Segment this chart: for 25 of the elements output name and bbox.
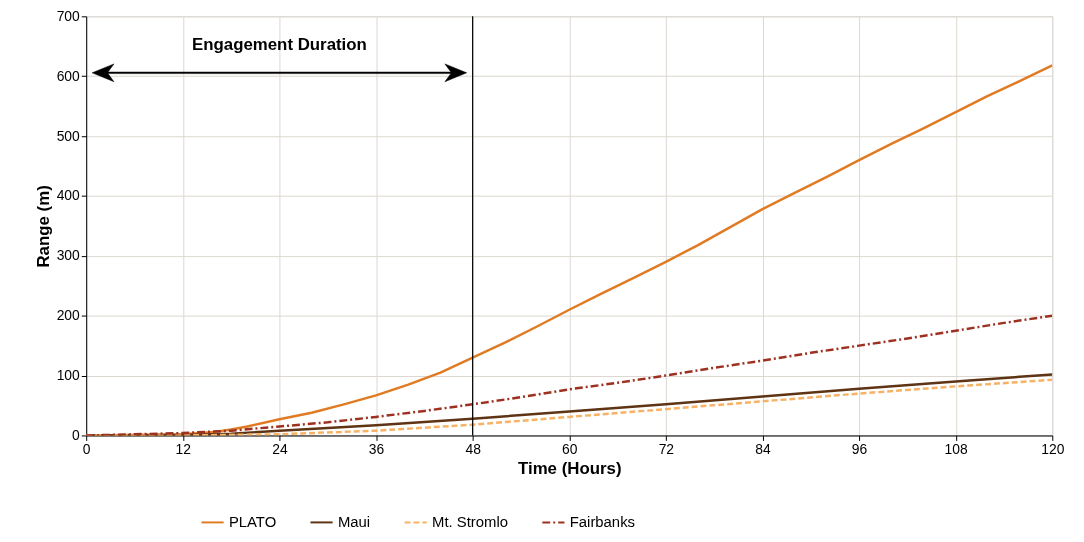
x-tick-label: 84 bbox=[755, 440, 771, 457]
y-tick-label: 100 bbox=[56, 367, 81, 384]
y-tick-label: 300 bbox=[56, 247, 81, 264]
y-tick-label: 0 bbox=[72, 426, 81, 443]
x-tick-label: 108 bbox=[944, 440, 969, 457]
x-tick-label: 120 bbox=[1041, 440, 1065, 457]
x-axis-title: Time (Hours) bbox=[518, 458, 622, 478]
y-tick-label: 700 bbox=[56, 7, 81, 24]
annotation: Engagement Duration bbox=[192, 35, 367, 55]
y-tick-label: 600 bbox=[56, 67, 81, 84]
y-axis-title: Range (m) bbox=[33, 185, 53, 268]
legend-label: Maui bbox=[337, 514, 371, 531]
x-tick-label: 12 bbox=[175, 440, 192, 457]
y-tick-label: 500 bbox=[56, 127, 81, 144]
x-tick-label: 72 bbox=[658, 440, 675, 457]
legend-label: Fairbanks bbox=[569, 514, 635, 531]
x-tick-label: 36 bbox=[368, 440, 385, 457]
x-tick-label: 60 bbox=[562, 440, 578, 457]
legend-label: Mt. Stromlo bbox=[432, 514, 508, 531]
x-tick-label: 96 bbox=[851, 440, 868, 457]
y-tick-label: 400 bbox=[56, 187, 81, 204]
x-tick-label: 24 bbox=[272, 440, 288, 457]
x-tick-label: 48 bbox=[465, 440, 482, 457]
y-tick-label: 200 bbox=[56, 307, 81, 324]
legend-label: PLATO bbox=[228, 514, 277, 531]
